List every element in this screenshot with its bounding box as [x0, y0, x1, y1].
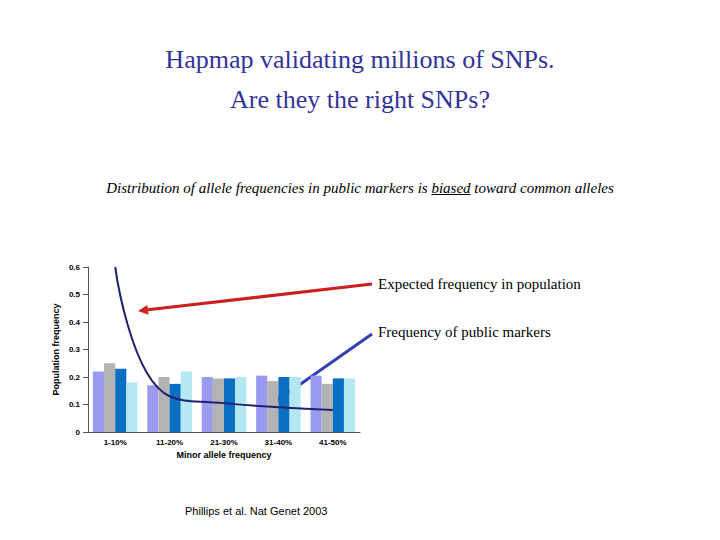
html-text:Distribution of allele frequen: Distribution of allele frequencies in pu…: [106, 180, 614, 196]
svg-text:41-50%: 41-50%: [319, 438, 347, 447]
svg-text:0.1: 0.1: [69, 400, 81, 409]
html-text:Are they the right SNPs?: Are they the right SNPs?: [230, 85, 490, 114]
svg-text:0: 0: [76, 428, 81, 437]
svg-text:Expected frequency in populati: Expected frequency in population: [378, 276, 581, 292]
svg-text:Frequency of public markers: Frequency of public markers: [378, 324, 551, 340]
svg-text:21-30%: 21-30%: [210, 438, 238, 447]
html-text:Hapmap validating millions of: Hapmap validating millions of SNPs.: [165, 45, 555, 74]
svg-text:0.5: 0.5: [69, 290, 81, 299]
svg-text:Minor allele frequency: Minor allele frequency: [176, 450, 271, 460]
svg-text:11-20%: 11-20%: [156, 438, 183, 447]
svg-text:0.3: 0.3: [69, 345, 81, 354]
svg-text:Population frequency: Population frequency: [51, 303, 61, 395]
svg-text:1-10%: 1-10%: [104, 438, 127, 447]
svg-text:Phillips et al. Nat Genet 2003: Phillips et al. Nat Genet 2003: [185, 505, 327, 517]
svg-text:0.4: 0.4: [69, 318, 81, 327]
svg-text:0.2: 0.2: [69, 373, 81, 382]
svg-text:0.6: 0.6: [69, 263, 81, 272]
svg-text:31-40%: 31-40%: [265, 438, 293, 447]
